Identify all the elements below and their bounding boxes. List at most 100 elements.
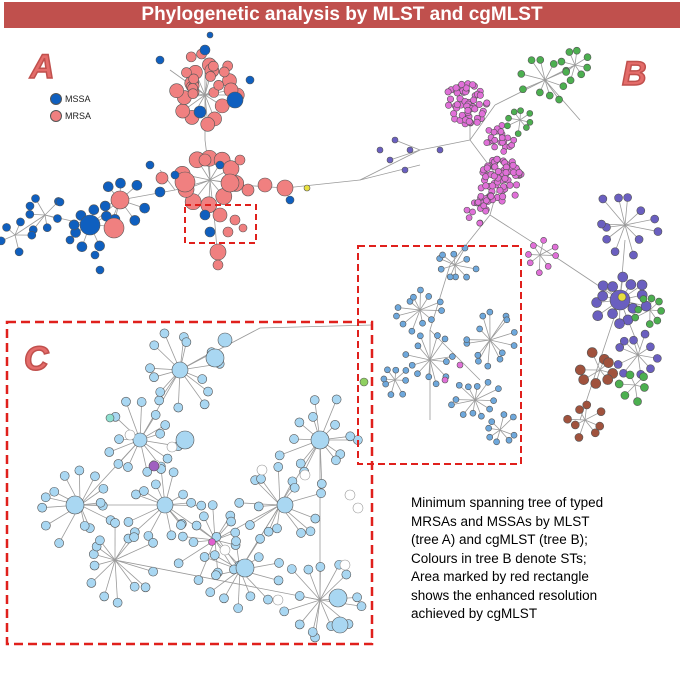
tree-node [199, 209, 211, 221]
tree-node [376, 146, 384, 154]
tree-node [166, 441, 178, 453]
tree-node [42, 223, 52, 233]
caption-line: Area marked by red rectangle [411, 569, 589, 584]
tree-node [597, 290, 609, 302]
tree-node [474, 351, 482, 359]
tree-node [245, 75, 255, 85]
tree-node [148, 460, 160, 472]
tree-node [486, 405, 493, 413]
tree-node [598, 194, 608, 204]
tree-node [273, 575, 284, 586]
legend-item-mssa: MSSA [50, 90, 91, 107]
tree-node [169, 83, 184, 99]
tree-node [646, 364, 655, 373]
tree-node [414, 370, 421, 377]
tree-node [105, 413, 115, 423]
legend-label: MSSA [65, 93, 91, 104]
tree-node [483, 139, 491, 146]
tree-node [150, 410, 161, 420]
tree-node [465, 118, 473, 126]
tree-node [450, 110, 458, 118]
tree-node [497, 128, 505, 135]
tree-edge [454, 264, 477, 270]
tree-node [625, 370, 635, 380]
tree-node [490, 172, 498, 180]
tree-node [341, 569, 352, 580]
tree-node [16, 217, 25, 227]
tree-node [303, 184, 311, 192]
tree-node [185, 51, 197, 63]
tree-node [484, 362, 492, 370]
tree-node [474, 198, 482, 206]
tree-node [274, 558, 284, 568]
tree-node [386, 156, 394, 164]
tree-node [303, 564, 314, 575]
tree-edge [624, 224, 634, 256]
tree-node [575, 405, 584, 414]
tree-edge [489, 339, 501, 360]
tree-node [356, 601, 367, 612]
tree-node [498, 134, 506, 141]
tree-node [491, 136, 499, 144]
tree-node [602, 234, 611, 244]
tree-node [136, 397, 147, 407]
tree-node [234, 154, 246, 166]
tree-edge [114, 559, 135, 587]
tree-edge [469, 104, 496, 141]
tree-edge [249, 504, 281, 526]
tree-node [498, 349, 506, 357]
tree-node [187, 88, 199, 100]
tree-node [545, 91, 554, 100]
tree-edge [397, 307, 421, 311]
tree-node [527, 56, 536, 64]
tree-node [465, 383, 472, 391]
tree-node [615, 343, 625, 352]
tree-node [503, 316, 511, 324]
tree-node [121, 396, 131, 407]
tree-node [155, 55, 165, 65]
tree-edge [114, 559, 321, 601]
tree-node [526, 119, 534, 126]
mssa-swatch-icon [50, 92, 62, 105]
tree-node [380, 375, 388, 383]
tree-node [607, 281, 619, 292]
tree-node [173, 558, 184, 569]
tree-node [392, 366, 400, 374]
tree-node [655, 297, 663, 306]
tree-node [198, 153, 212, 167]
tree-node [299, 469, 311, 481]
tree-node [473, 383, 481, 390]
tree-node [253, 552, 264, 562]
tree-node [476, 91, 484, 99]
tree-node [479, 312, 487, 320]
tree-edge [103, 559, 116, 597]
tree-node [614, 379, 624, 389]
tree-node [653, 354, 662, 363]
tree-edge [260, 478, 281, 506]
tree-node [432, 380, 440, 388]
tree-node [629, 250, 638, 260]
tree-node [519, 85, 527, 94]
tree-node [294, 591, 305, 601]
tree-node [514, 130, 522, 137]
tree-node [139, 486, 149, 496]
tree-node [540, 236, 547, 244]
tree-node [131, 489, 141, 500]
tree-node [76, 241, 88, 253]
tree-node [287, 564, 297, 574]
tree-node [493, 438, 500, 446]
tree-node [614, 318, 625, 329]
tree-node [238, 223, 248, 233]
tree-node [646, 342, 655, 352]
tree-node [155, 387, 166, 397]
tree-node [517, 107, 524, 114]
tree-node [597, 280, 609, 292]
tree-node [272, 523, 282, 534]
tree-node [633, 397, 642, 406]
tree-edge [254, 479, 281, 506]
tree-node [199, 511, 209, 522]
tree-node [441, 376, 449, 384]
tree-node [308, 412, 318, 422]
tree-node [399, 320, 407, 328]
tree-node [510, 342, 518, 349]
